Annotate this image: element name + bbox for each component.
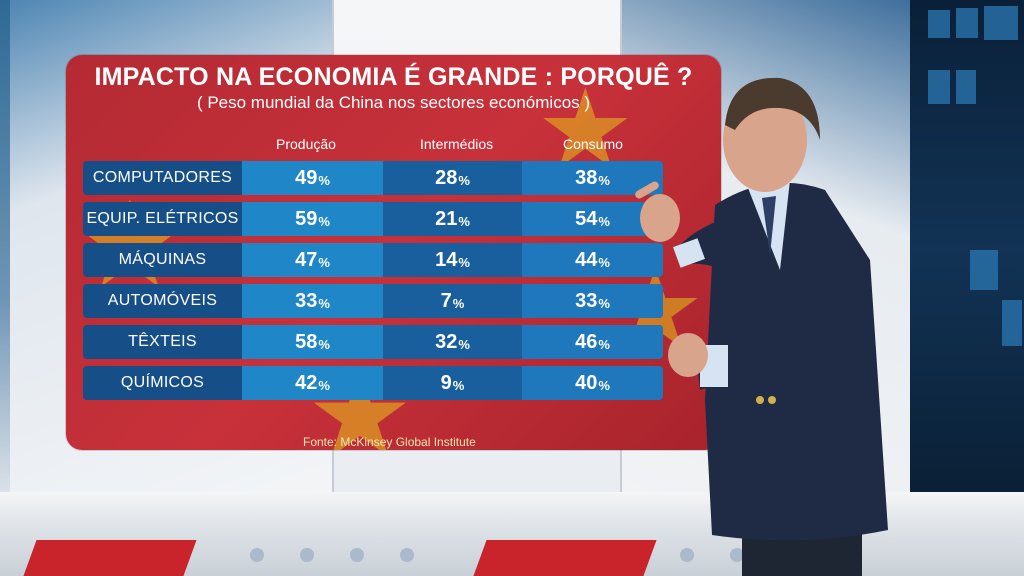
cell-consumo: 38%	[522, 161, 663, 195]
unit: %	[598, 377, 610, 393]
graphic-subtitle: ( Peso mundial da China nos sectores eco…	[196, 93, 591, 112]
jacket-button	[756, 396, 764, 404]
cell-intermedios: 7%	[383, 284, 522, 318]
decor-tile	[984, 6, 1018, 40]
floor-dot	[680, 548, 694, 562]
presenter-tie	[762, 196, 776, 255]
economy-impact-graphic: ★ ★ ★ ★ IMPACTO NA ECONOMIA É GRANDE : P…	[66, 55, 721, 450]
cell-intermedios: 9%	[383, 366, 522, 400]
value: 7	[440, 289, 452, 312]
presenter	[635, 77, 888, 576]
column-header-consumo: Consumo	[563, 136, 623, 152]
value: 49	[295, 166, 318, 189]
row-label: MÁQUINAS	[118, 251, 207, 268]
cell-consumo: 33%	[522, 284, 663, 318]
unit: %	[318, 172, 330, 188]
value: 47	[295, 248, 318, 271]
unit: %	[452, 377, 465, 393]
presenter-hand-lower	[668, 333, 708, 377]
floor-red-strip	[23, 540, 197, 576]
unit: %	[318, 254, 330, 270]
decor-tile	[928, 10, 950, 38]
presenter-cuff	[673, 238, 705, 268]
value: 58	[295, 330, 318, 353]
cell-producao: 49%	[242, 161, 383, 195]
floor-dot	[730, 548, 744, 562]
unit: %	[598, 213, 610, 229]
value: 46	[575, 330, 598, 353]
value: 38	[575, 166, 598, 189]
presenter-finger	[635, 181, 659, 199]
value: 59	[295, 207, 318, 230]
table-row: AUTOMÓVEIS 33% 7% 33%	[83, 284, 663, 318]
unit: %	[318, 377, 330, 393]
decor-tile	[928, 70, 950, 104]
floor-dot	[250, 548, 264, 562]
value: 54	[575, 207, 598, 230]
cell-producao: 42%	[242, 366, 383, 400]
value: 28	[435, 166, 458, 189]
value: 9	[440, 371, 452, 394]
presenter-hair	[725, 77, 820, 140]
presenter-hand	[640, 194, 680, 242]
decor-tile	[956, 70, 976, 104]
unit: %	[452, 295, 465, 311]
row-label: AUTOMÓVEIS	[107, 292, 218, 309]
cell-consumo: 46%	[522, 325, 663, 359]
table-row: MÁQUINAS 47% 14% 44%	[83, 243, 663, 277]
unit: %	[318, 295, 330, 311]
table-row: EQUIP. ELÉTRICOS 59% 21% 54%	[83, 202, 663, 236]
cell-intermedios: 21%	[383, 202, 522, 236]
value: 40	[575, 371, 598, 394]
cell-intermedios: 28%	[383, 161, 522, 195]
decor-tile	[956, 8, 978, 38]
cell-producao: 58%	[242, 325, 383, 359]
row-label: COMPUTADORES	[92, 169, 233, 186]
decor-tile	[1002, 300, 1022, 346]
table-row: TÊXTEIS 58% 32% 46%	[83, 325, 663, 359]
source-note: Fonte: McKinsey Global Institute	[303, 435, 476, 449]
value: 32	[435, 330, 458, 353]
unit: %	[458, 336, 470, 352]
unit: %	[598, 254, 610, 270]
row-label: TÊXTEIS	[128, 333, 197, 350]
cell-consumo: 44%	[522, 243, 663, 277]
table-row: COMPUTADORES 49% 28% 38%	[83, 161, 663, 195]
cell-producao: 33%	[242, 284, 383, 318]
table-row: QUÍMICOS 42% 9% 40%	[83, 366, 663, 400]
cell-consumo: 40%	[522, 366, 663, 400]
unit: %	[458, 213, 470, 229]
row-label: EQUIP. ELÉTRICOS	[86, 210, 239, 227]
unit: %	[598, 295, 610, 311]
presenter-jacket	[705, 182, 888, 541]
floor-dot	[300, 548, 314, 562]
value: 42	[295, 371, 318, 394]
jacket-button	[768, 396, 776, 404]
column-header-intermedios: Intermédios	[420, 136, 494, 152]
unit: %	[318, 213, 330, 229]
unit: %	[458, 172, 470, 188]
column-header-producao: Produção	[276, 136, 336, 152]
unit: %	[598, 172, 610, 188]
unit: %	[318, 336, 330, 352]
cell-intermedios: 32%	[383, 325, 522, 359]
cell-consumo: 54%	[522, 202, 663, 236]
floor-dot	[350, 548, 364, 562]
value: 33	[575, 289, 598, 312]
unit: %	[598, 336, 610, 352]
studio-dark-panel	[910, 0, 1024, 500]
value: 21	[435, 207, 458, 230]
value: 14	[435, 248, 458, 271]
value: 44	[575, 248, 598, 271]
cell-intermedios: 14%	[383, 243, 522, 277]
unit: %	[458, 254, 470, 270]
cell-producao: 59%	[242, 202, 383, 236]
decor-tile	[970, 250, 998, 290]
value: 33	[295, 289, 318, 312]
floor-dot	[400, 548, 414, 562]
cell-producao: 47%	[242, 243, 383, 277]
row-label: QUÍMICOS	[120, 374, 205, 391]
graphic-title: IMPACTO NA ECONOMIA É GRANDE : PORQUÊ ?	[94, 63, 693, 91]
